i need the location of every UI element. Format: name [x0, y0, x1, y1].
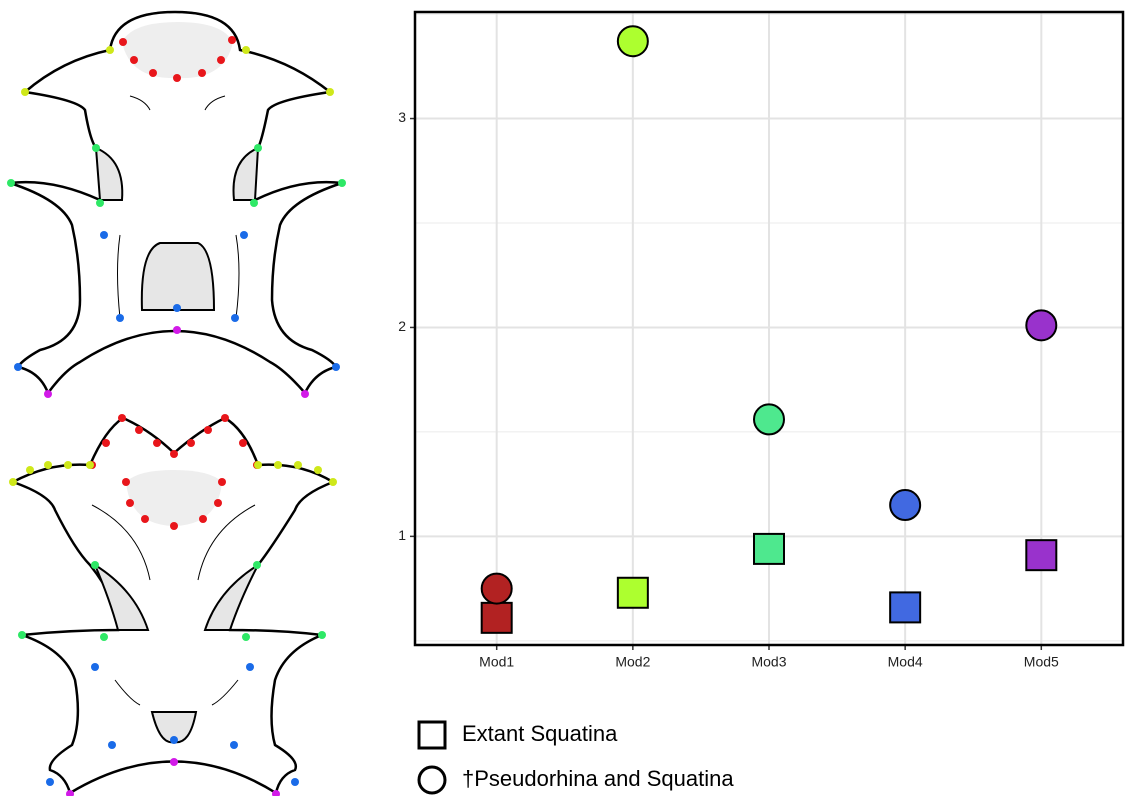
x-tick-label: Mod5: [1024, 654, 1059, 670]
point: [890, 592, 920, 622]
point: [482, 574, 512, 604]
legend-label: †Pseudorhina and Squatina: [462, 766, 734, 791]
point: [618, 26, 648, 56]
skull-diagram-top: [7, 12, 346, 398]
legend-label: Extant Squatina: [462, 721, 618, 746]
y-tick-label: 3: [398, 109, 406, 125]
point: [890, 490, 920, 520]
y-tick-label: 2: [398, 318, 406, 334]
x-tick-label: Mod1: [479, 654, 514, 670]
legend-marker: [419, 722, 445, 748]
x-tick-label: Mod2: [615, 654, 650, 670]
legend-marker: [419, 767, 445, 793]
x-tick-label: Mod3: [751, 654, 786, 670]
point: [482, 603, 512, 633]
point: [754, 534, 784, 564]
point: [1026, 540, 1056, 570]
point: [754, 404, 784, 434]
skull-diagram-bottom: [9, 414, 337, 796]
point: [618, 578, 648, 608]
point: [1026, 310, 1056, 340]
figure: 1 2 3 Mod1 Mod2 Mod3 Mod4 Mod5 Extant Squatina †…: [0, 0, 1134, 796]
x-tick-label: Mod4: [888, 654, 923, 670]
y-tick-label: 1: [398, 527, 406, 543]
